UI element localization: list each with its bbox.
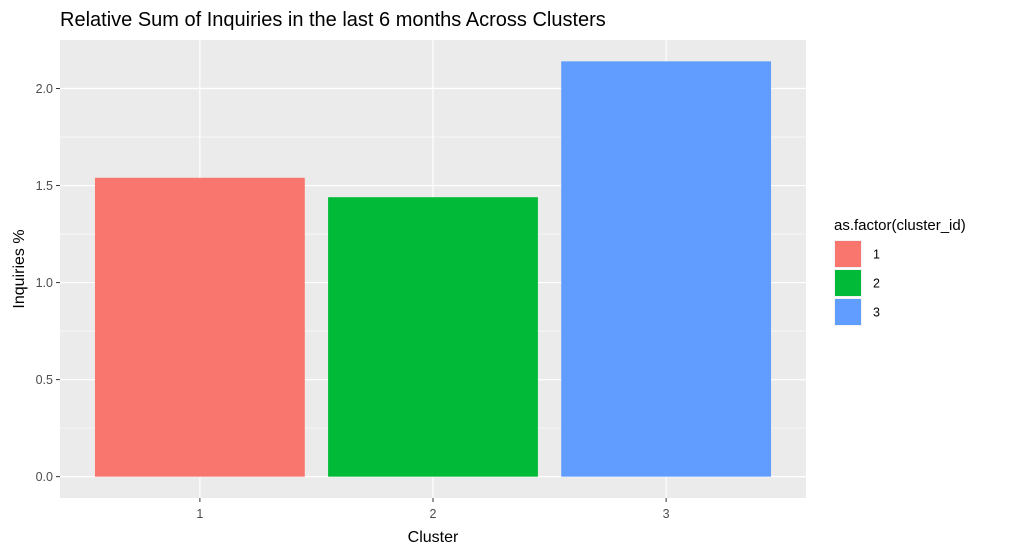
x-tick-label: 3 <box>663 507 670 521</box>
legend-title: as.factor(cluster_id) <box>834 217 966 234</box>
y-axis-title: Inquiries % <box>11 229 28 308</box>
y-tick-label: 1.0 <box>36 276 53 290</box>
x-tick-label: 1 <box>196 507 203 521</box>
legend-label: 2 <box>873 277 880 291</box>
legend-key-swatch <box>835 270 861 296</box>
y-tick-label: 0.5 <box>36 373 53 387</box>
bar-cluster-2 <box>328 197 538 477</box>
bar-cluster-3 <box>561 61 772 477</box>
x-axis-title: Cluster <box>408 529 459 546</box>
y-tick-label: 0.0 <box>36 470 53 484</box>
x-tick-label: 2 <box>430 507 437 521</box>
bars <box>94 61 772 477</box>
y-tick-label: 2.0 <box>36 82 53 96</box>
y-tick-label: 1.5 <box>36 179 53 193</box>
legend-label: 1 <box>873 248 880 262</box>
legend-label: 3 <box>873 306 880 320</box>
legend-key-swatch <box>835 299 861 325</box>
bar-cluster-1 <box>94 177 305 477</box>
legend: as.factor(cluster_id) 1 2 3 <box>834 217 966 326</box>
x-axis: 1 2 3 <box>196 498 670 521</box>
legend-key-swatch <box>835 241 861 267</box>
chart-title: Relative Sum of Inquiries in the last 6 … <box>60 9 606 31</box>
y-axis: 0.0 0.5 1.0 1.5 2.0 <box>36 82 60 484</box>
